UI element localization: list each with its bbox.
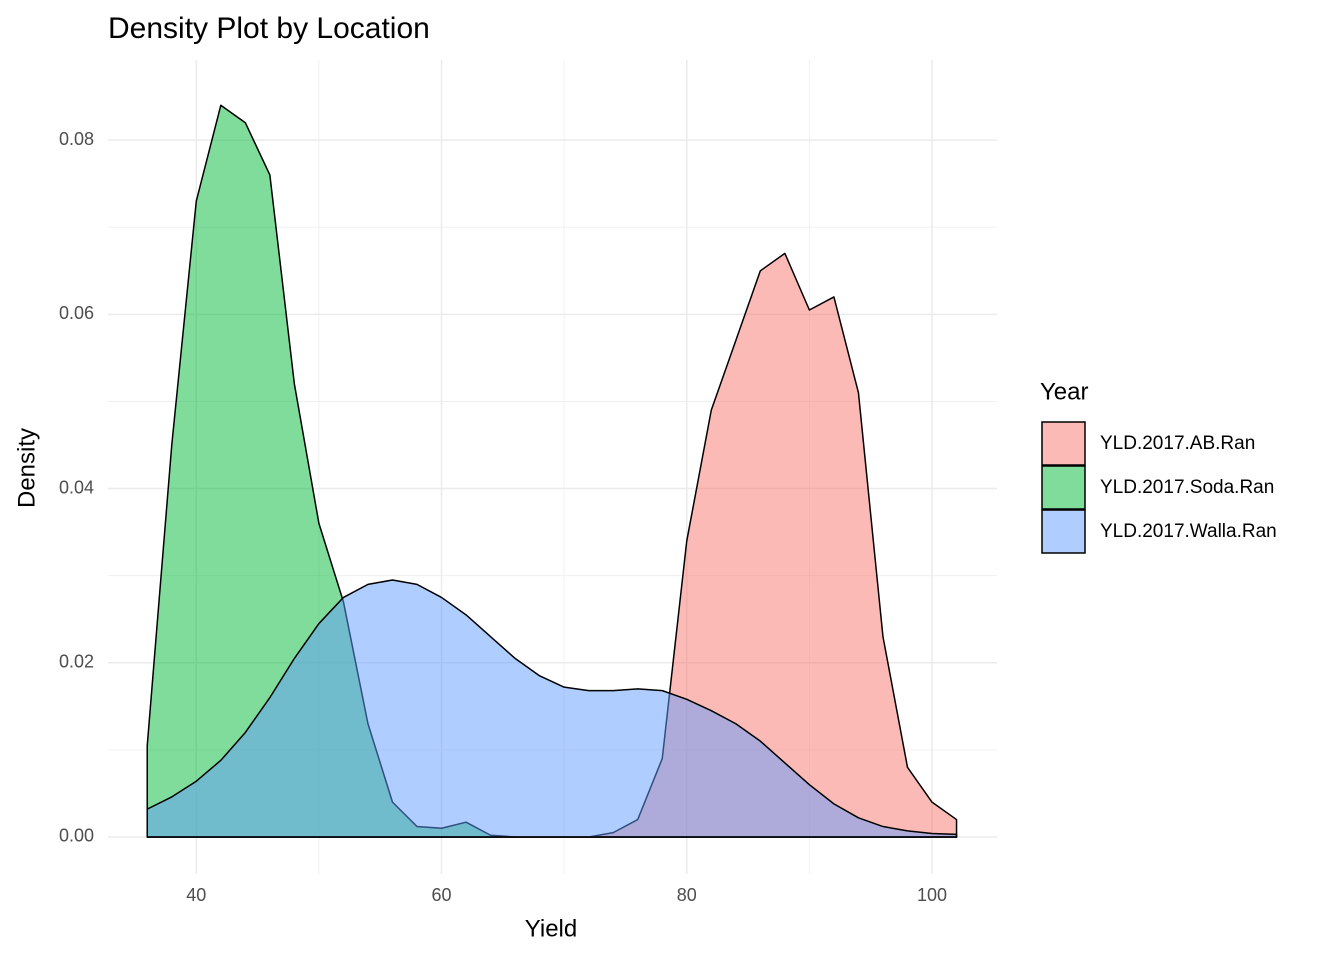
x-tick-label: 40 xyxy=(186,885,206,905)
legend-label: YLD.2017.Walla.Ran xyxy=(1100,521,1277,542)
chart-title: Density Plot by Location xyxy=(108,12,430,45)
y-tick-label: 0.08 xyxy=(59,129,94,149)
x-tick-label: 80 xyxy=(677,885,697,905)
legend-label: YLD.2017.Soda.Ran xyxy=(1100,477,1274,498)
legend-key xyxy=(1041,465,1086,510)
y-tick-label: 0.02 xyxy=(59,652,94,672)
legend-label: YLD.2017.AB.Ran xyxy=(1100,433,1255,454)
y-tick-label: 0.00 xyxy=(59,826,94,846)
y-tick-label: 0.04 xyxy=(59,477,94,497)
legend-key xyxy=(1041,421,1086,466)
x-axis-title: Yield xyxy=(525,915,577,942)
y-tick-label: 0.06 xyxy=(59,303,94,323)
y-axis-title: Density xyxy=(13,428,40,508)
x-tick-label: 60 xyxy=(432,885,452,905)
x-tick-label: 100 xyxy=(917,885,947,905)
legend-key xyxy=(1041,509,1086,554)
density-area xyxy=(146,579,958,838)
legend-title: Year xyxy=(1040,378,1089,405)
